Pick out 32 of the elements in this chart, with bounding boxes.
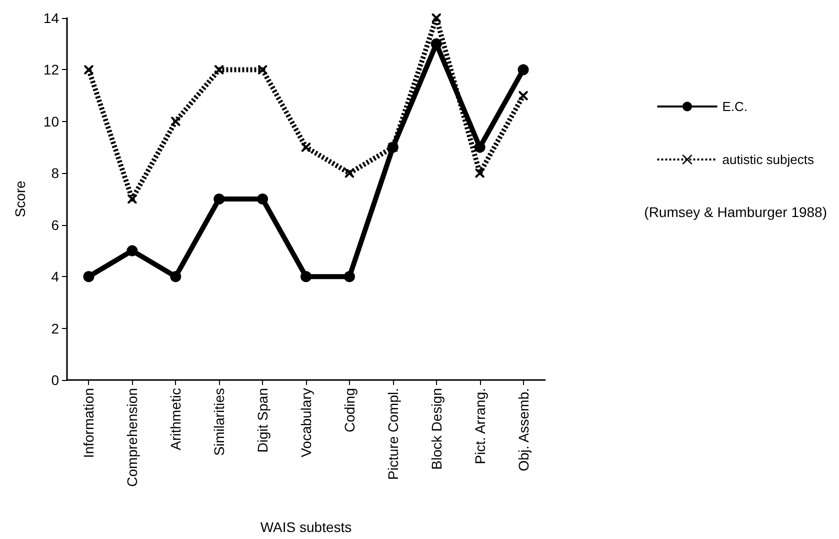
x-tick-label: Vocabulary xyxy=(298,388,314,458)
x-tick-label: Obj. Assemb. xyxy=(515,388,532,472)
y-tick-label: 8 xyxy=(51,165,60,182)
point xyxy=(214,194,225,204)
y-tick-label: 10 xyxy=(43,113,60,130)
point xyxy=(344,271,355,282)
y-tick-label: 2 xyxy=(51,320,60,336)
x-tick-label: Block Design xyxy=(428,388,444,470)
x-tick-label: Arithmetic xyxy=(168,388,184,450)
x-tick-label: Information xyxy=(80,388,97,458)
y-tick-label: 12 xyxy=(43,62,60,78)
x-tick-label: Similarities xyxy=(211,388,228,456)
text: (Rumsey & Hamburger 1988) xyxy=(644,204,828,220)
y-tick-label: 14 xyxy=(43,10,60,26)
y-tick-label: 0 xyxy=(51,372,60,388)
point xyxy=(170,271,182,282)
point xyxy=(518,64,529,76)
x-tick-label: Digit Span xyxy=(254,388,271,453)
x-tick-label: Coding xyxy=(341,388,358,432)
legend-label: autistic subjects xyxy=(722,152,814,167)
point xyxy=(257,194,268,204)
x-tick-label: Pict. Arrang. xyxy=(472,388,488,464)
y-tick-label: 6 xyxy=(51,216,60,233)
point xyxy=(300,271,312,282)
y-axis-title: Score xyxy=(12,180,28,218)
x-tick-label: Picture Compl. xyxy=(384,388,401,480)
x-axis-title: WAIS subtests xyxy=(260,519,352,535)
point xyxy=(126,245,138,256)
x-tick-label: Comprehension xyxy=(124,388,140,487)
legend-label: E.C. xyxy=(722,99,748,114)
point xyxy=(83,271,94,282)
y-tick-label: 4 xyxy=(51,268,60,285)
